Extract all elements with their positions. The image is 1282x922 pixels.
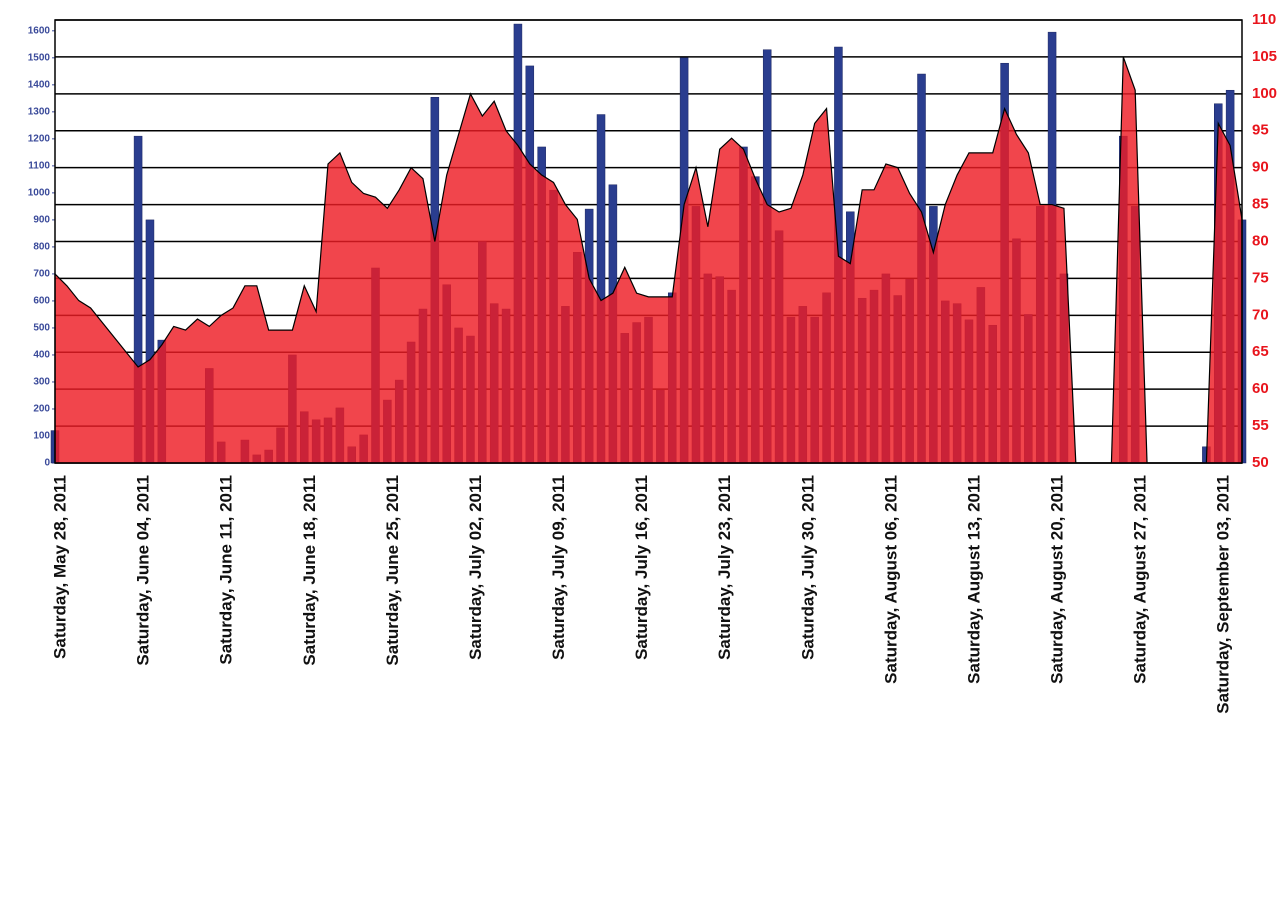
y-tick-label: 700: [33, 269, 50, 280]
x-tick-label: Saturday, August 27, 2011: [1131, 475, 1150, 684]
y-tick-label: 1300: [28, 106, 51, 117]
y2-tick-label: 80: [1252, 232, 1269, 249]
y-tick-label: 1600: [28, 25, 51, 36]
y-tick-label: 300: [33, 377, 50, 388]
y-tick-label: 0: [44, 458, 50, 469]
y2-tick-label: 60: [1252, 380, 1269, 397]
y-tick-label: 600: [33, 296, 50, 307]
y2-tick-label: 50: [1252, 454, 1269, 471]
x-tick-label: Saturday, June 18, 2011: [300, 475, 319, 666]
plot-frame: [54, 19, 1243, 464]
x-tick-label: Saturday, July 30, 2011: [798, 475, 817, 660]
x-tick-label: Saturday, July 02, 2011: [466, 475, 485, 660]
x-tick-label: Saturday, August 06, 2011: [881, 475, 900, 684]
y-tick-label: 1500: [28, 52, 51, 63]
x-tick-label: Saturday, June 25, 2011: [383, 475, 402, 666]
y2-tick-label: 110: [1252, 11, 1276, 28]
x-tick-label: Saturday, May 28, 2011: [50, 475, 69, 659]
y-tick-label: 1200: [28, 133, 51, 144]
y-tick-label: 500: [33, 323, 50, 334]
x-tick-label: Saturday, June 11, 2011: [217, 475, 236, 665]
y-tick-label: 1400: [28, 79, 51, 90]
x-tick-label: Saturday, July 16, 2011: [632, 475, 651, 660]
y2-tick-label: 65: [1252, 343, 1269, 360]
x-tick-label: Saturday, July 09, 2011: [549, 475, 568, 660]
y2-tick-label: 55: [1252, 417, 1269, 434]
y-tick-label: 200: [33, 404, 50, 415]
x-tick-label: Saturday, August 20, 2011: [1048, 475, 1067, 684]
y-tick-label: 1100: [28, 161, 50, 172]
y2-tick-label: 95: [1252, 122, 1269, 139]
y2-tick-label: 105: [1252, 48, 1277, 65]
y2-tick-label: 75: [1252, 269, 1269, 286]
x-tick-label: Saturday, August 13, 2011: [964, 475, 983, 684]
area: [54, 56, 1243, 464]
x-tick-label: Saturday, July 23, 2011: [715, 475, 734, 660]
x-tick-label: Saturday, September 03, 2011: [1214, 475, 1233, 714]
y-tick-label: 1000: [28, 188, 51, 199]
y2-tick-label: 70: [1252, 306, 1269, 323]
y2-tick-label: 90: [1252, 159, 1269, 176]
y-tick-label: 400: [33, 350, 50, 361]
y-tick-label: 900: [33, 215, 50, 226]
y2-tick-label: 100: [1252, 85, 1277, 102]
x-tick-label: Saturday, June 04, 2011: [134, 475, 153, 666]
y2-tick-label: 85: [1252, 196, 1269, 213]
y-tick-label: 100: [33, 431, 50, 442]
y-tick-label: 800: [33, 242, 50, 253]
